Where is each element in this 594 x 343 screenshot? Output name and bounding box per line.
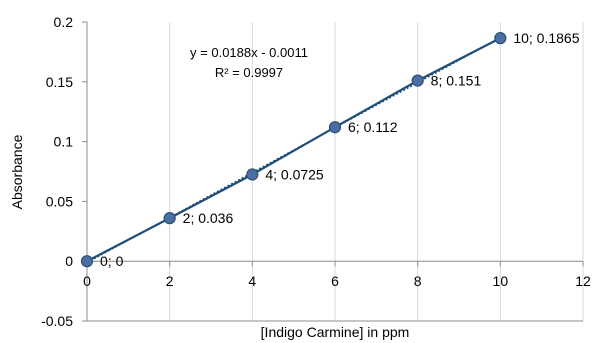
trendline-equation: y = 0.0188x - 0.0011 (190, 45, 308, 60)
x-axis-title: [Indigo Carmine] in ppm (261, 324, 410, 340)
data-point (494, 32, 507, 45)
x-tick-label: 10 (493, 273, 509, 289)
data-label: 8; 0.151 (431, 73, 482, 89)
series-layer (80, 32, 507, 268)
series-line (86, 37, 501, 263)
x-tick-label: 4 (248, 273, 256, 289)
x-tick-label: 8 (414, 273, 422, 289)
x-tick-label: 6 (331, 273, 339, 289)
y-tick-label: 0.1 (54, 134, 74, 150)
data-point (328, 121, 342, 134)
data-label: 2; 0.036 (183, 210, 234, 226)
y-tick-label: 0.2 (54, 14, 74, 30)
data-label: 10; 0.1865 (513, 30, 579, 46)
axis-layer: -0.05 0 0.05 0.1 0.15 0.2 0 2 4 6 8 10 12 (41, 14, 591, 329)
data-point (80, 255, 94, 268)
x-tick-label: 12 (575, 273, 591, 289)
data-label: 6; 0.112 (348, 119, 398, 135)
x-tick-label: 0 (83, 273, 91, 289)
data-point (163, 212, 176, 225)
trendline-layer (86, 37, 501, 264)
data-point (411, 74, 424, 87)
y-tick-label: 0.15 (46, 74, 73, 90)
trendline-r-squared: R² = 0.9997 (215, 65, 283, 80)
y-tick-label: 0.05 (46, 193, 73, 209)
y-tick-label: -0.05 (41, 313, 73, 329)
grid-layer (169, 22, 584, 321)
trendline (86, 37, 501, 264)
y-tick-label: 0 (65, 253, 73, 269)
x-tick-label: 2 (166, 273, 174, 289)
y-axis-title: Absorbance (9, 134, 25, 209)
data-point (246, 168, 259, 181)
data-label-layer: 0; 0 2; 0.036 4; 0.0725 6; 0.112 8; 0.151 10;… (100, 30, 580, 269)
data-label: 0; 0 (100, 253, 124, 269)
data-label: 4; 0.0725 (265, 166, 324, 182)
